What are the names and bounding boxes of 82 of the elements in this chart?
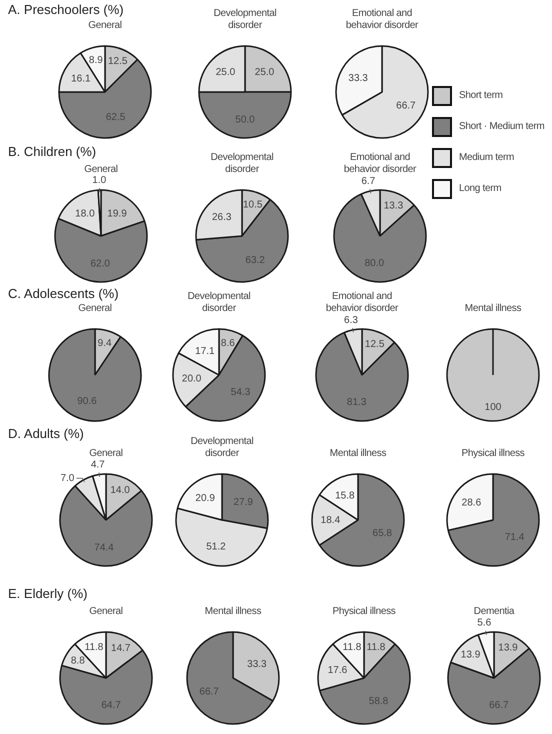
chart-title: Developmental disorder bbox=[186, 290, 252, 315]
data-label: 6.3 bbox=[344, 314, 358, 326]
data-label: 58.8 bbox=[368, 696, 389, 708]
data-label: 20.0 bbox=[182, 373, 202, 384]
data-label: 65.8 bbox=[372, 528, 392, 539]
data-label: 6.7 bbox=[361, 176, 376, 187]
data-label: 7.0 bbox=[60, 472, 75, 484]
data-label: 71.4 bbox=[504, 532, 525, 543]
chart-title: Developmental disorder bbox=[212, 7, 278, 32]
data-label: 11.8 bbox=[84, 642, 104, 653]
data-label: 8.6 bbox=[220, 338, 236, 349]
data-label: 16.1 bbox=[71, 73, 92, 84]
data-label: 19.9 bbox=[107, 208, 128, 220]
data-label: 66.7 bbox=[396, 100, 416, 112]
data-label: 17.1 bbox=[195, 346, 216, 358]
data-label: 14.0 bbox=[110, 484, 130, 496]
data-label: 54.3 bbox=[230, 387, 251, 398]
data-label: 81.3 bbox=[346, 396, 367, 408]
data-label: 18.4 bbox=[320, 514, 341, 526]
data-label: 1.0 bbox=[92, 174, 107, 186]
data-label: 90.6 bbox=[77, 396, 98, 408]
data-label: 14.7 bbox=[111, 643, 131, 654]
data-label: 33.3 bbox=[247, 658, 268, 670]
text: E. Elderly (%) bbox=[8, 586, 88, 601]
chart-title: General bbox=[89, 606, 123, 617]
data-label: 18.0 bbox=[75, 208, 96, 220]
data-label: 62.5 bbox=[106, 112, 126, 124]
data-label: 51.2 bbox=[206, 542, 226, 553]
data-label: 17.6 bbox=[328, 665, 348, 676]
data-label: 63.2 bbox=[245, 255, 266, 266]
data-label: 12.5 bbox=[364, 339, 385, 350]
data-label: 13.3 bbox=[384, 200, 404, 212]
data-label: 11.8 bbox=[342, 642, 362, 653]
chart-title: Developmental disorder bbox=[210, 151, 274, 176]
data-label: 15.8 bbox=[335, 490, 356, 502]
data-label: 74.4 bbox=[94, 542, 114, 554]
text: C. Adolescents (%) bbox=[8, 286, 119, 301]
data-label: 11.8 bbox=[366, 642, 386, 653]
data-label: 50.0 bbox=[235, 114, 256, 126]
data-label: 100 bbox=[484, 402, 502, 413]
legend-label: Long term bbox=[459, 183, 502, 194]
chart-title: Physical illness bbox=[460, 447, 526, 460]
text: B. Children (%) bbox=[8, 144, 96, 159]
chart-title: Emotional and behavior disorder bbox=[344, 7, 420, 32]
data-label: 33.3 bbox=[348, 72, 368, 84]
data-label: 5.6 bbox=[477, 618, 492, 629]
chart-title: General bbox=[78, 303, 112, 314]
data-label: 66.7 bbox=[489, 700, 509, 711]
chart-title: Mental illness bbox=[464, 302, 522, 315]
data-label: 66.7 bbox=[199, 686, 220, 698]
chart-title: Mental illness bbox=[328, 447, 388, 460]
legend-label: Short · Medium term bbox=[459, 121, 544, 132]
text: A. Preschoolers (%) bbox=[8, 2, 124, 17]
data-label: 8.9 bbox=[88, 54, 104, 66]
data-label: 62.0 bbox=[90, 258, 110, 270]
chart-title: Dementia bbox=[472, 605, 516, 618]
data-label: 9.4 bbox=[98, 338, 112, 350]
chart-title: Developmental disorder bbox=[190, 435, 254, 460]
chart-title: General bbox=[88, 20, 122, 31]
data-label: 25.0 bbox=[216, 67, 236, 78]
chart-title: General bbox=[84, 164, 118, 175]
chart-title: Emotional and behavior disorder bbox=[342, 151, 418, 176]
legend-label: Medium term bbox=[459, 152, 514, 163]
data-label: 13.9 bbox=[460, 649, 481, 660]
chart-title: General bbox=[89, 448, 123, 459]
chart-title: Mental illness bbox=[204, 605, 262, 618]
data-label: 80.0 bbox=[364, 258, 384, 269]
text: D. Adults (%) bbox=[8, 426, 84, 441]
chart-title: Physical illness bbox=[331, 605, 396, 618]
chart-title: Emotional and behavior disorder bbox=[324, 290, 400, 315]
data-label: 13.9 bbox=[498, 642, 518, 654]
data-label: 4.7 bbox=[90, 459, 106, 470]
data-label: 27.9 bbox=[233, 497, 254, 508]
data-label: 20.9 bbox=[195, 492, 216, 504]
data-label: 10.5 bbox=[242, 199, 263, 210]
data-label: 25.0 bbox=[254, 67, 275, 78]
data-label: 28.6 bbox=[462, 498, 482, 509]
data-label: 8.8 bbox=[70, 655, 86, 666]
data-label: 64.7 bbox=[101, 700, 122, 711]
legend-label: Short term bbox=[459, 90, 503, 101]
data-label: 26.3 bbox=[212, 212, 232, 224]
data-label: 12.5 bbox=[108, 56, 128, 68]
